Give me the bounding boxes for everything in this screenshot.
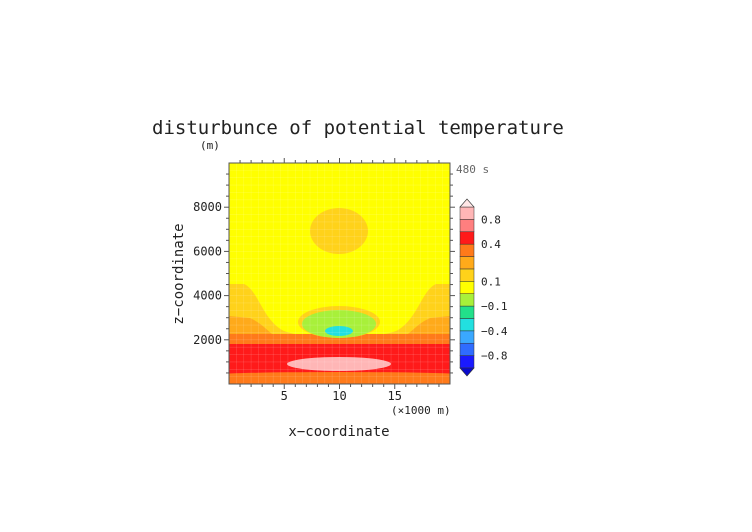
level-cold-outer — [302, 310, 376, 338]
colorbar-segment — [459, 268, 475, 282]
x-unit-label: (×1000 m) — [391, 404, 451, 417]
y-tick-label: 2000 — [193, 333, 222, 347]
colorbar-label: −0.8 — [481, 350, 508, 363]
colorbar-bottom-arrow — [459, 367, 475, 377]
colorbar-segment — [459, 342, 475, 356]
x-axis-title: x−coordinate — [288, 424, 389, 440]
level-warm-core — [287, 357, 391, 371]
colorbar-label: −0.1 — [481, 300, 508, 313]
level-cold-core — [325, 326, 353, 336]
y-tick-label: 8000 — [193, 200, 222, 214]
colorbar-segment — [459, 256, 475, 270]
colorbar: 0.8 0.4 0.1 −0.1 −0.4 −0.8 — [459, 198, 508, 377]
contour-field — [229, 163, 450, 384]
y-tick-label: 6000 — [193, 244, 222, 258]
colorbar-segment — [459, 206, 475, 220]
x-axis: 5 10 15 — [239, 158, 440, 403]
y-unit-label: (m) — [200, 139, 220, 152]
x-tick-label: 5 — [281, 389, 288, 403]
y-axis-title: z−coordinate — [171, 223, 187, 324]
level-upper-warm-patch — [310, 208, 368, 254]
y-tick-label: 4000 — [193, 289, 222, 303]
colorbar-top-arrow — [459, 198, 475, 208]
colorbar-label: 0.1 — [481, 275, 501, 288]
chart-title: disturbunce of potential temperature — [152, 117, 564, 139]
x-tick-label: 10 — [332, 389, 346, 403]
colorbar-label: −0.4 — [481, 325, 508, 338]
colorbar-segment — [459, 318, 475, 332]
level-lower-orange-strip — [229, 372, 450, 380]
time-label: 480 s — [456, 163, 489, 176]
colorbar-segment — [459, 231, 475, 245]
x-tick-label: 15 — [388, 389, 402, 403]
colorbar-segment — [459, 281, 475, 294]
grid-lines — [229, 163, 450, 384]
colorbar-segment — [459, 219, 475, 233]
colorbar-segment — [459, 243, 475, 257]
colorbar-segment — [459, 330, 475, 344]
colorbar-label: 0.4 — [481, 238, 501, 251]
colorbar-label: 0.8 — [481, 213, 501, 226]
colorbar-segment — [459, 293, 475, 307]
colorbar-segment — [459, 305, 475, 319]
y-axis: 2000 4000 6000 8000 — [193, 173, 455, 374]
colorbar-segment — [459, 355, 475, 369]
